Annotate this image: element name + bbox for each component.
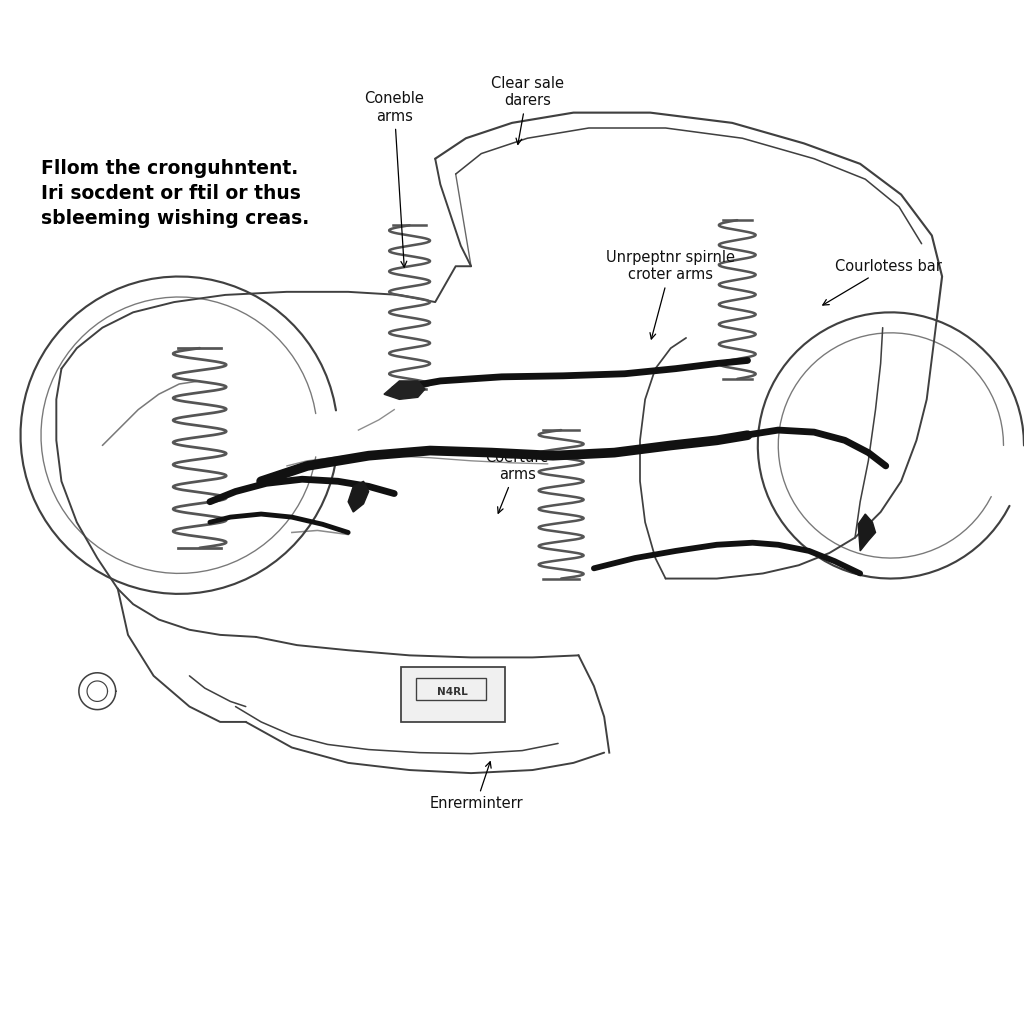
Text: N4RL: N4RL — [437, 687, 468, 697]
FancyBboxPatch shape — [401, 667, 505, 722]
Polygon shape — [858, 514, 876, 551]
Text: Coerturc
arms: Coerturc arms — [485, 450, 549, 513]
Text: Fllom the cronguhntent.
Iri socdent or ftil or thus
sbleeming wishing creas.: Fllom the cronguhntent. Iri socdent or f… — [41, 159, 309, 227]
Text: Enrerminterr: Enrerminterr — [429, 762, 523, 811]
Polygon shape — [348, 481, 369, 512]
Text: Courlotess bar: Courlotess bar — [823, 259, 941, 305]
Polygon shape — [384, 381, 425, 399]
Text: Coneble
arms: Coneble arms — [365, 91, 424, 267]
Text: Clear sale
darers: Clear sale darers — [490, 76, 564, 144]
Text: Unrpeptnr spirnle
croter arms: Unrpeptnr spirnle croter arms — [606, 250, 735, 339]
